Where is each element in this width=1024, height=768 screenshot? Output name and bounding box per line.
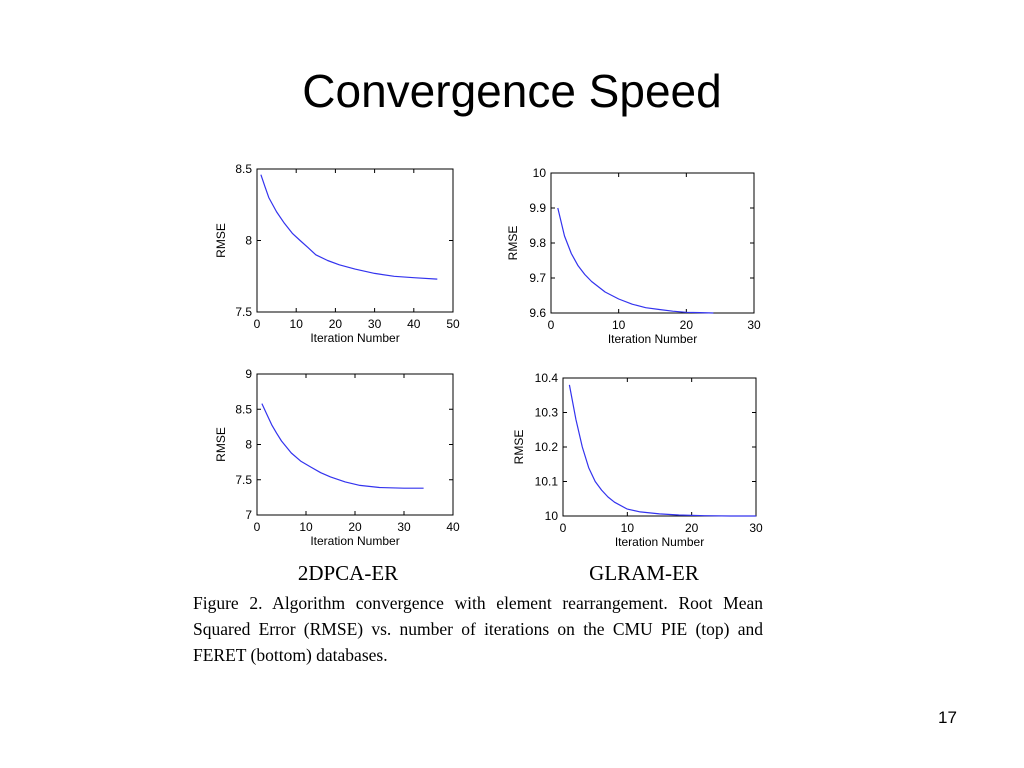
x-tick-label: 40 bbox=[446, 520, 460, 534]
x-axis-label: Iteration Number bbox=[615, 535, 704, 549]
column-label-2dpca-er: 2DPCA-ER bbox=[297, 561, 399, 585]
y-tick-label: 7 bbox=[245, 508, 252, 522]
y-tick-label: 8 bbox=[245, 234, 252, 248]
x-tick-label: 30 bbox=[747, 318, 761, 332]
y-tick-label: 9 bbox=[245, 367, 252, 381]
y-tick-label: 7.5 bbox=[235, 473, 252, 487]
axes-frame bbox=[256, 373, 454, 516]
y-tick-label: 8.5 bbox=[235, 162, 252, 176]
series-line bbox=[557, 207, 714, 314]
y-axis-label: RMSE bbox=[512, 430, 526, 465]
x-tick-label: 20 bbox=[685, 521, 699, 535]
plot-2dpca-cmu-pie: 0 10 20 30 40 50 7.5 8 8.5 Iteration Number RMSE bbox=[200, 160, 475, 350]
x-tick-label: 40 bbox=[407, 317, 421, 331]
x-tick-label: 10 bbox=[621, 521, 635, 535]
y-tick-label: 10.1 bbox=[535, 475, 559, 489]
y-tick-label: 9.7 bbox=[529, 271, 546, 285]
x-axis-label: Iteration Number bbox=[608, 332, 697, 346]
chart-svg: 0 10 20 30 40 50 7.5 8 8.5 Iteration Number RMSE bbox=[214, 162, 460, 345]
figure-caption: Figure 2. Algorithm convergence with ele… bbox=[193, 593, 763, 665]
axes-frame bbox=[562, 377, 757, 517]
column-label-glram-er: GLRAM-ER bbox=[589, 561, 699, 585]
x-tick-label: 10 bbox=[299, 520, 313, 534]
y-tick-label: 10 bbox=[545, 509, 559, 523]
x-tick-label: 30 bbox=[368, 317, 382, 331]
plot-glram-feret: 0 10 20 30 10 10.1 10.2 10.3 10.4 Iteration Numbe… bbox=[503, 365, 778, 555]
x-tick-label: 0 bbox=[254, 317, 261, 331]
x-tick-label: 0 bbox=[254, 520, 261, 534]
x-axis-label: Iteration Number bbox=[310, 534, 399, 548]
series-line bbox=[261, 403, 424, 489]
x-axis-label: Iteration Number bbox=[310, 331, 399, 345]
y-tick-label: 10.2 bbox=[535, 440, 559, 454]
y-tick-label: 8.5 bbox=[235, 402, 252, 416]
y-axis-label: RMSE bbox=[214, 427, 228, 462]
x-tick-label: 20 bbox=[680, 318, 694, 332]
y-tick-label: 9.8 bbox=[529, 236, 546, 250]
x-tick-label: 20 bbox=[329, 317, 343, 331]
y-tick-label: 10.3 bbox=[535, 406, 559, 420]
y-tick-label: 9.9 bbox=[529, 201, 546, 215]
series-line bbox=[260, 174, 438, 280]
y-tick-label: 8 bbox=[245, 438, 252, 452]
x-tick-label: 10 bbox=[612, 318, 626, 332]
x-tick-label: 0 bbox=[560, 521, 567, 535]
x-tick-label: 20 bbox=[348, 520, 362, 534]
y-axis-label: RMSE bbox=[214, 223, 228, 258]
chart-svg: 0 10 20 30 40 7 7.5 8 8.5 9 Iteration Number RMSE bbox=[214, 367, 460, 548]
x-tick-label: 0 bbox=[548, 318, 555, 332]
slide-title: Convergence Speed bbox=[302, 65, 722, 117]
x-tick-label: 10 bbox=[290, 317, 304, 331]
axes-frame bbox=[550, 172, 755, 314]
y-tick-label: 9.6 bbox=[529, 306, 546, 320]
page-number: 17 bbox=[938, 708, 957, 727]
y-tick-label: 10.4 bbox=[535, 371, 559, 385]
y-tick-label: 10 bbox=[533, 166, 547, 180]
plot-glram-cmu-pie: 0 10 20 30 9.6 9.7 9.8 9.9 10 Iteration Number RMS… bbox=[503, 160, 778, 350]
axes-frame bbox=[256, 168, 454, 313]
x-tick-label: 50 bbox=[446, 317, 460, 331]
y-tick-label: 7.5 bbox=[235, 305, 252, 319]
series-line bbox=[568, 384, 756, 517]
x-tick-label: 30 bbox=[397, 520, 411, 534]
x-tick-label: 30 bbox=[749, 521, 763, 535]
y-axis-label: RMSE bbox=[506, 226, 520, 261]
plot-2dpca-feret: 0 10 20 30 40 7 7.5 8 8.5 9 Iteration Number RMSE bbox=[200, 363, 475, 553]
